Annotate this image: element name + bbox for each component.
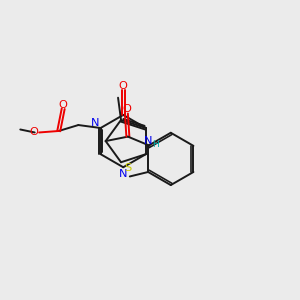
Text: O: O	[59, 100, 68, 110]
Text: H: H	[152, 140, 159, 149]
Text: N: N	[144, 136, 152, 146]
Text: N: N	[90, 118, 99, 128]
Text: O: O	[29, 128, 38, 137]
Text: N: N	[119, 169, 128, 179]
Text: S: S	[124, 163, 131, 172]
Text: O: O	[122, 104, 131, 114]
Text: O: O	[119, 81, 128, 91]
